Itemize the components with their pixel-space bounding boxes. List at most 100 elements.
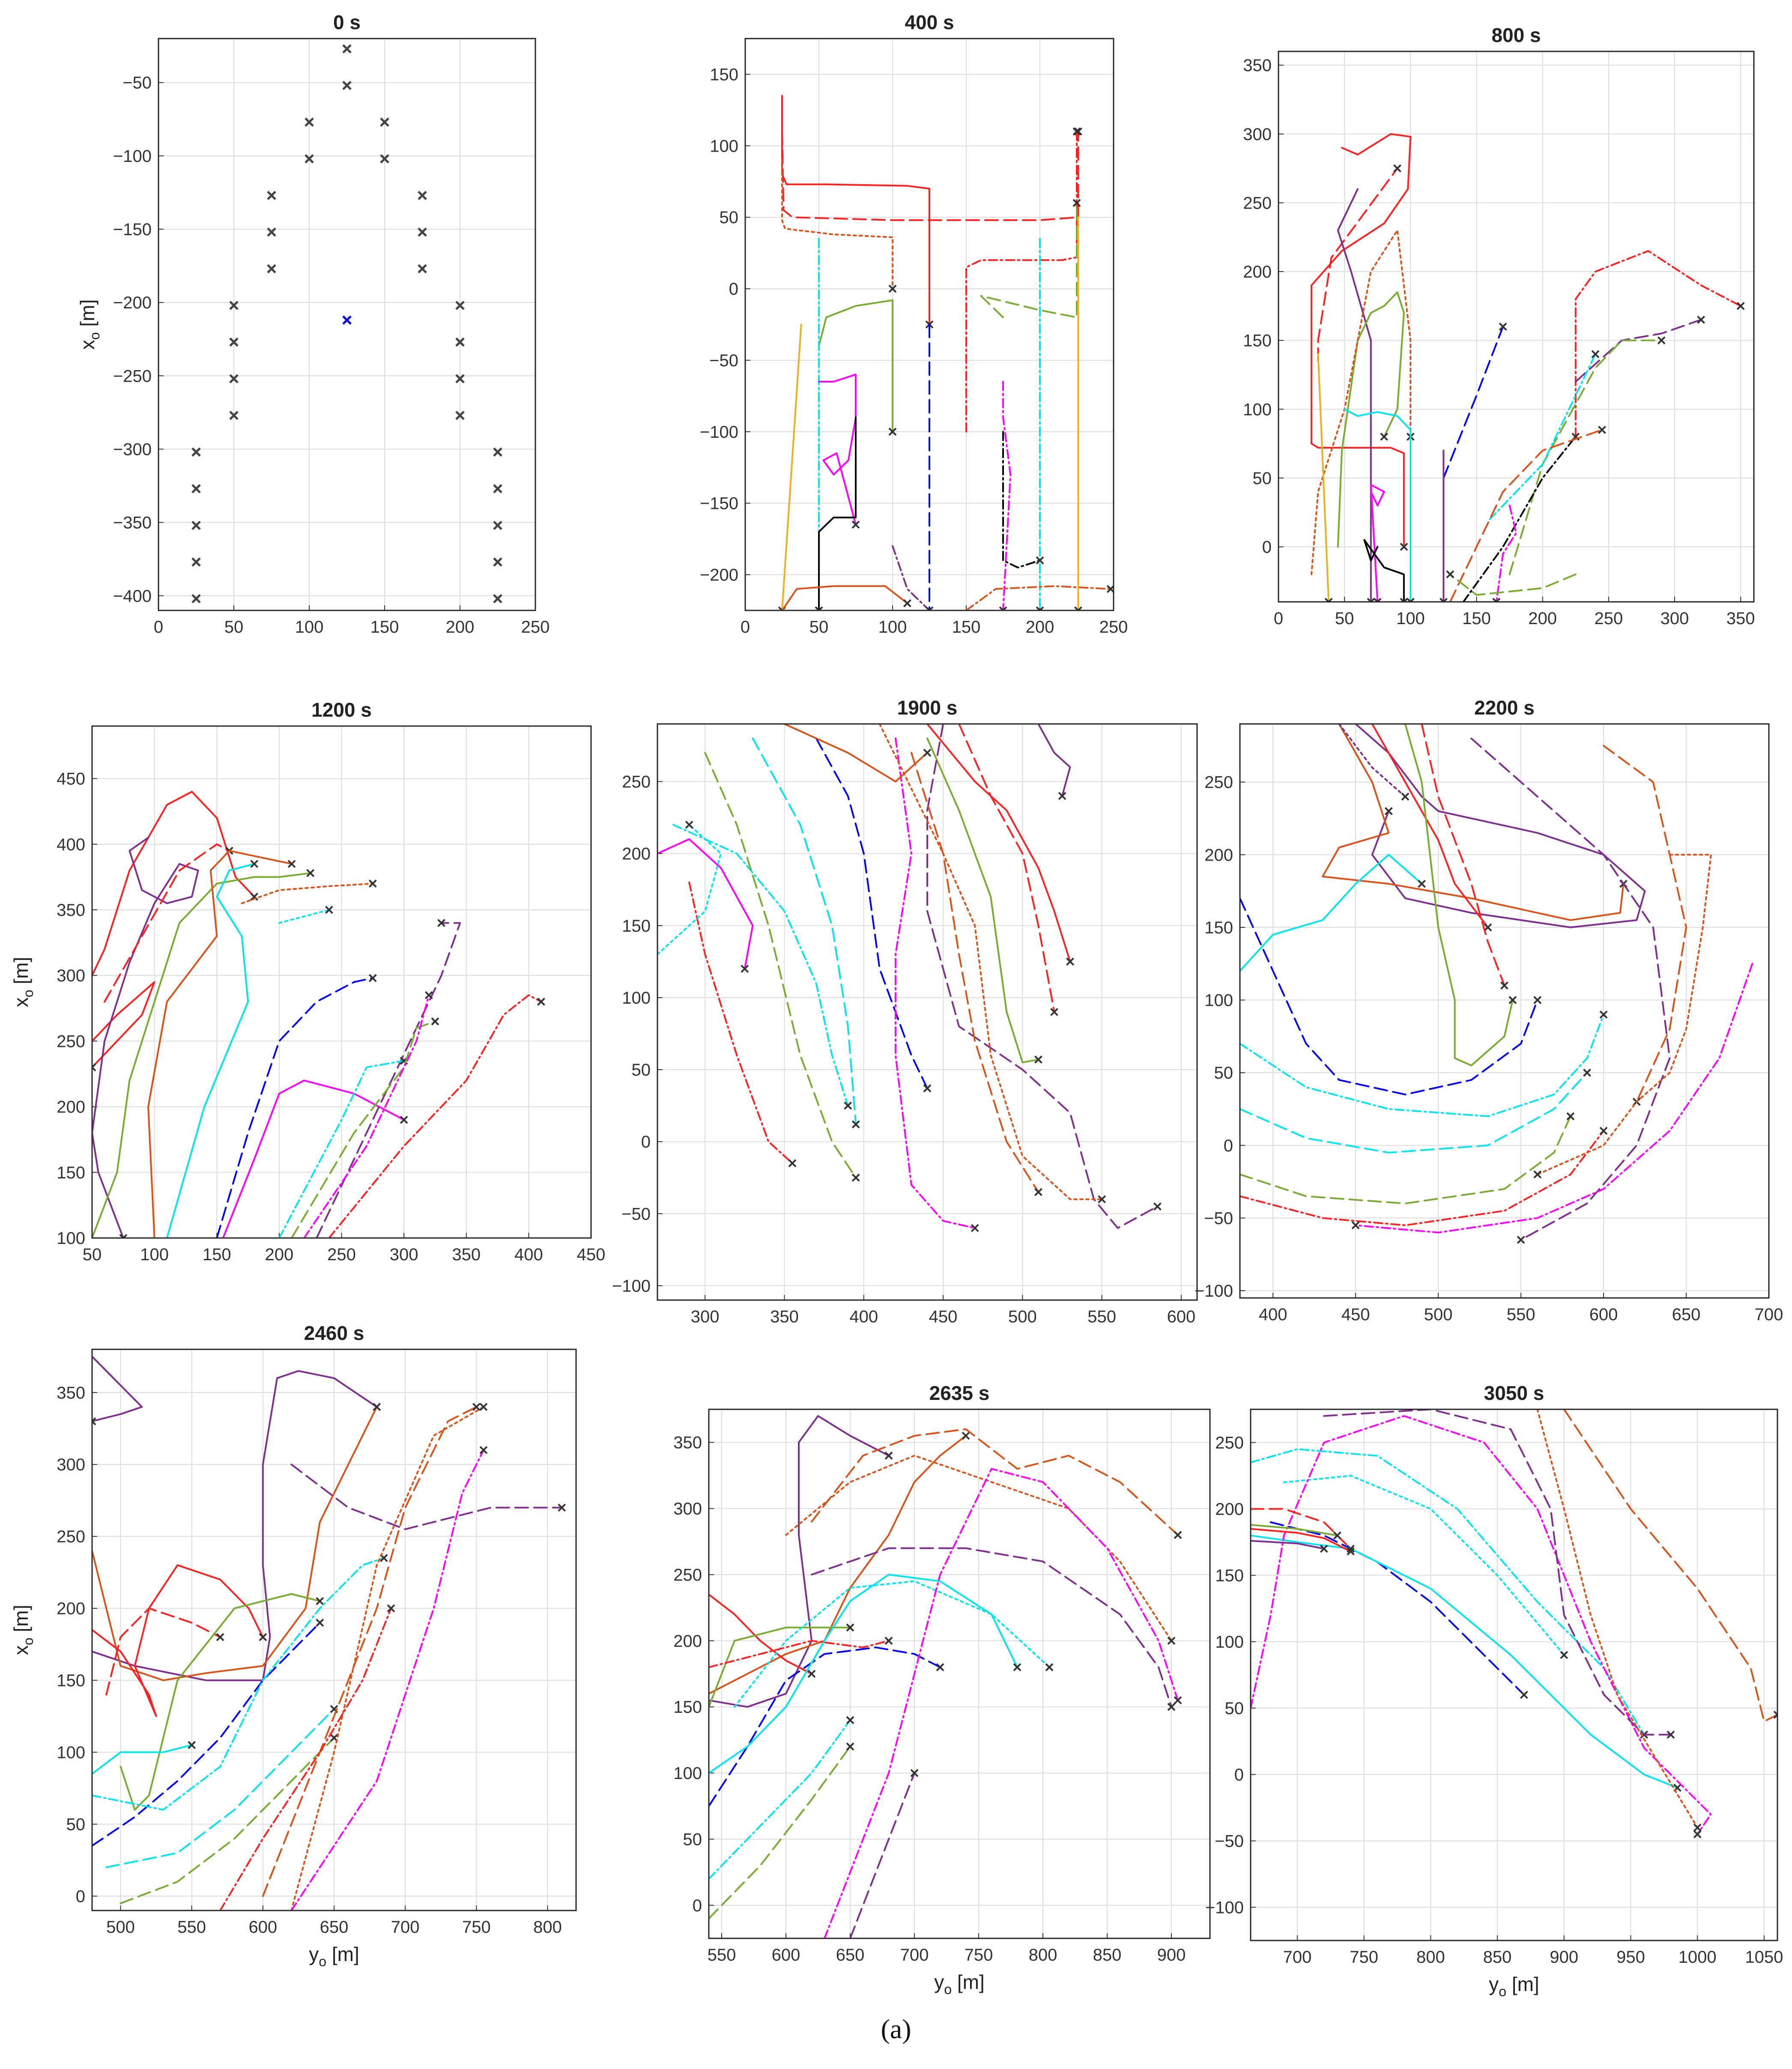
trajectory-endpoint [1013,1663,1021,1671]
y-tick-label: 50 [1253,469,1272,488]
series-group [92,1355,566,1911]
trajectory-endpoint [1508,996,1517,1004]
trajectory-line-13 [1489,353,1596,520]
trajectory-line-6 [1240,897,1538,1096]
y-tick-label: 50 [720,208,739,227]
trajectory-line-13 [328,994,542,1238]
x-tick-label: 800 [533,1918,562,1937]
y-tick-label: 400 [57,835,85,854]
trajectory-line-1 [926,724,1071,963]
trajectory-line-3 [781,159,893,290]
trajectory-line-7 [734,1580,1050,1708]
x-tick-label: 550 [708,1946,736,1964]
x-tick-label: 50 [83,1245,102,1264]
trajectory-line-16 [1495,505,1517,602]
x-tick-label: 250 [1099,618,1128,637]
trajectory-line-10 [785,1455,1172,1642]
trajectory-line-2 [709,1435,967,1695]
trajectory-endpoint [925,606,934,610]
trajectory-line-10 [878,724,1103,1200]
subplot-title: 2635 s [929,1382,990,1404]
vehicle-marker [191,484,201,493]
trajectory-line-4 [92,1564,264,1717]
trajectory-line-3 [926,737,1039,1064]
y-tick-label: 450 [57,770,85,789]
x-tick-label: 150 [203,1245,231,1264]
x-tick-label: 450 [577,1245,606,1264]
vehicle-marker [418,227,427,237]
x-tick-label: 200 [1026,618,1054,637]
trajectory-line-13 [262,1406,478,1897]
trajectory-endpoint [846,1716,854,1724]
x-tick-label: 950 [1616,1948,1645,1967]
trajectory-line-2 [1317,167,1398,362]
trajectory-line-6 [1344,408,1412,602]
trajectory-line-12 [980,202,1078,318]
vehicle-marker [455,374,465,383]
trajectory-line-11 [1251,1524,1338,1537]
trajectory-endpoint [1036,606,1044,610]
x-tick-label: 800 [1416,1948,1445,1967]
vehicle-marker [229,410,239,420]
y-tick-label: 350 [1243,56,1272,75]
plot-area [1251,1409,1777,1940]
trajectory-endpoint [888,284,897,293]
x-tick-label: 500 [106,1918,135,1937]
series-group [1311,133,1745,602]
trajectory-endpoint [1520,1691,1528,1699]
trajectory-endpoint [437,919,445,927]
vehicle-marker [455,410,465,420]
plot-area [158,39,535,610]
trajectory-line-15 [1037,724,1071,797]
x-tick-label: 150 [952,618,981,637]
subplot-title: 1200 s [311,699,372,721]
y-tick-label: −50 [1204,1209,1233,1228]
trajectory-endpoint [1401,792,1410,801]
trajectory-endpoint [1400,543,1408,551]
y-tick-label: −150 [113,220,152,239]
axes-frame [1239,723,1770,1299]
trajectory-line-3 [709,1594,812,1675]
y-tick-label: 0 [76,1887,85,1906]
x-tick-label: 600 [1589,1305,1618,1324]
axes-frame [158,38,536,611]
trajectory-endpoint [1380,433,1389,441]
trajectory-endpoint [259,1633,267,1641]
trajectory-line-10 [1240,1130,1605,1226]
trajectory-line-7 [1563,1409,1777,1722]
trajectory-endpoint [472,1402,481,1411]
x-axis-label: yo [m] [1489,1973,1539,1999]
trajectory-line-11 [688,881,793,1164]
trajectory-endpoint [1167,1703,1176,1711]
y-tick-label: −200 [113,293,152,312]
y-tick-label: 250 [1204,773,1233,792]
y-tick-label: −50 [621,1205,651,1223]
trajectory-line-4 [1283,1475,1565,1656]
trajectory-endpoint [92,1063,96,1072]
trajectory-line-8 [92,1744,193,1775]
y-tick-label: −250 [113,367,152,386]
y-tick-label: 200 [1215,1500,1244,1519]
x-tick-label: 400 [514,1245,543,1264]
trajectory-endpoint [1066,957,1074,966]
trajectory-line-3 [1371,724,1489,928]
axes-frame [91,1348,577,1911]
trajectory-line-5 [1240,854,1423,972]
trajectory-line-14 [709,1746,851,1920]
y-axis-label: xo [m] [10,1605,36,1655]
y-tick-label: 200 [1204,846,1233,864]
trajectory-line-4 [709,1626,851,1708]
vehicle-marker [229,301,239,310]
trajectory-line-9 [222,1079,405,1238]
trajectory-endpoint [851,1173,860,1182]
trajectory-endpoint [741,965,749,973]
trajectory-endpoint [92,1417,96,1426]
x-tick-label: 450 [1341,1305,1370,1324]
series-group [778,95,1114,610]
trajectory-line-8 [216,977,374,1238]
trajectory-line-16 [303,994,430,1238]
trajectory-line-13 [709,1719,851,1880]
trajectory-endpoint [685,820,693,829]
trajectory-endpoint [368,974,377,982]
trajectory-endpoint [1599,1011,1608,1019]
